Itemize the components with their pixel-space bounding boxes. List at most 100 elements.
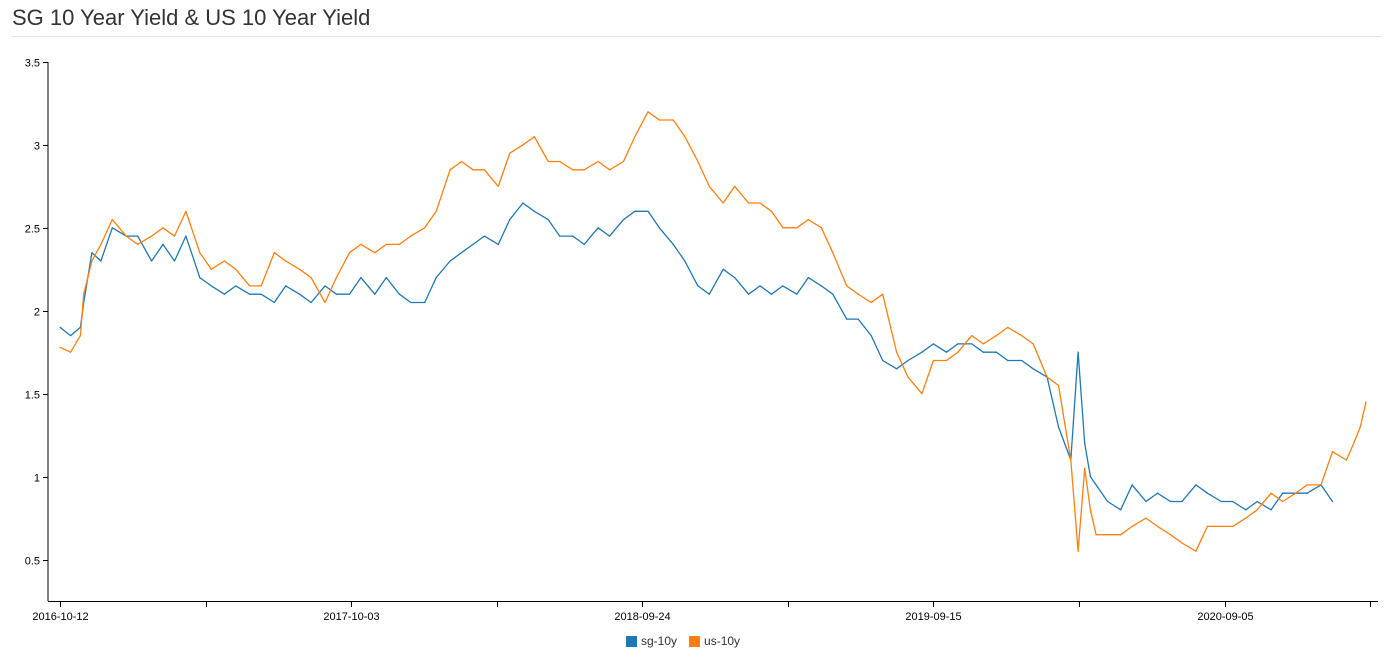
data-point-us-10y [235, 268, 237, 270]
data-point-us-10y [697, 160, 699, 163]
data-point-us-10y [1077, 550, 1079, 552]
data-point-sg-10y [435, 277, 437, 279]
data-point-us-10y [185, 210, 187, 212]
data-point-sg-10y [210, 285, 212, 287]
data-point-sg-10y [1057, 426, 1060, 428]
data-point-sg-10y [697, 285, 699, 287]
y-tick-label: 1 [34, 473, 40, 485]
data-point-sg-10y [410, 301, 412, 304]
title-divider [12, 36, 1382, 37]
data-point-sg-10y [870, 335, 872, 337]
data-point-us-10y [223, 260, 225, 262]
data-point-sg-10y [1169, 500, 1172, 503]
y-tick-label: 1.5 [25, 390, 40, 402]
data-point-sg-10y [460, 252, 463, 254]
data-point-us-10y [472, 169, 474, 171]
data-point-sg-10y [597, 227, 599, 229]
data-point-us-10y [708, 185, 710, 187]
data-point-us-10y [483, 169, 485, 171]
data-point-us-10y [460, 160, 463, 163]
data-point-us-10y [782, 227, 784, 229]
data-point-us-10y [210, 268, 212, 270]
data-point-us-10y [957, 351, 959, 353]
data-point-us-10y [1131, 525, 1133, 528]
data-point-sg-10y [1245, 509, 1247, 511]
y-tick-label: 3.5 [25, 58, 40, 70]
data-point-sg-10y [260, 293, 262, 295]
data-point-sg-10y [360, 277, 362, 279]
data-point-us-10y [820, 227, 823, 229]
data-point-sg-10y [70, 335, 72, 337]
legend: sg-10y us-10y [626, 634, 752, 648]
data-point-sg-10y [1077, 351, 1079, 353]
data-point-us-10y [348, 252, 351, 254]
data-point-sg-10y [634, 210, 636, 212]
chart-title: SG 10 Year Yield & US 10 Year Yield [12, 5, 371, 30]
data-point-us-10y [162, 227, 164, 229]
data-point-us-10y [658, 119, 661, 121]
data-point-sg-10y [559, 235, 561, 237]
data-point-us-10y [1256, 509, 1258, 511]
data-point-us-10y [1120, 534, 1122, 536]
legend-item-sg[interactable]: sg-10y [626, 634, 677, 648]
data-point-sg-10y [658, 227, 661, 229]
data-point-us-10y [59, 346, 61, 348]
data-point-us-10y [79, 335, 81, 337]
x-axis: 2016-10-12 2017-10-03 2018-09-24 2019-09-15… [32, 601, 1378, 623]
data-point-sg-10y [982, 351, 984, 353]
data-point-us-10y [1181, 542, 1183, 544]
x-tick-label: 2016-10-12 [32, 611, 88, 623]
series-line-sg-10y [59, 202, 1334, 511]
data-point-sg-10y [672, 243, 674, 245]
data-point-sg-10y [796, 293, 798, 295]
data-point-sg-10y [424, 301, 426, 304]
data-point-sg-10y [1195, 484, 1197, 486]
data-point-us-10y [260, 285, 262, 287]
data-point-sg-10y [1181, 500, 1183, 503]
data-point-us-10y [684, 136, 686, 138]
data-point-us-10y [971, 335, 973, 337]
series-layer [59, 111, 1367, 552]
x-tick-label: 2019-09-15 [905, 611, 961, 623]
data-point-sg-10y [299, 293, 301, 295]
data-point-sg-10y [832, 293, 834, 295]
data-point-sg-10y [1256, 500, 1258, 503]
data-point-us-10y [547, 160, 549, 163]
data-point-us-10y [796, 227, 798, 229]
data-point-sg-10y [59, 326, 61, 328]
data-point-sg-10y [1084, 442, 1086, 444]
data-point-sg-10y [151, 260, 153, 262]
data-point-us-10y [1345, 459, 1347, 461]
data-point-us-10y [522, 144, 524, 146]
data-point-us-10y [310, 277, 312, 279]
data-point-us-10y [622, 160, 625, 163]
data-point-us-10y [597, 160, 599, 163]
legend-item-us[interactable]: us-10y [689, 634, 740, 648]
data-point-sg-10y [547, 219, 549, 221]
data-point-sg-10y [782, 285, 784, 287]
x-tick-label: 2017-10-03 [323, 611, 379, 623]
data-point-us-10y [111, 219, 113, 221]
data-point-sg-10y [1007, 359, 1009, 362]
data-point-sg-10y [1032, 368, 1034, 370]
data-point-us-10y [583, 169, 585, 171]
data-point-sg-10y [932, 343, 935, 345]
data-point-us-10y [249, 285, 251, 287]
data-point-us-10y [609, 169, 611, 171]
legend-label-us: us-10y [704, 634, 741, 648]
data-point-sg-10y [609, 235, 611, 237]
data-point-sg-10y [173, 260, 176, 262]
data-point-sg-10y [310, 301, 312, 304]
data-point-sg-10y [722, 268, 724, 270]
data-point-us-10y [1270, 492, 1272, 494]
data-point-us-10y [1295, 492, 1297, 494]
y-tick-label: 2 [34, 307, 40, 319]
data-point-sg-10y [945, 351, 948, 353]
data-point-us-10y [435, 210, 437, 212]
data-point-sg-10y [907, 359, 909, 362]
legend-label-sg: sg-10y [641, 634, 678, 648]
data-point-sg-10y [235, 285, 237, 287]
data-point-us-10y [1320, 484, 1322, 486]
y-tick-label: 0.5 [25, 556, 40, 568]
